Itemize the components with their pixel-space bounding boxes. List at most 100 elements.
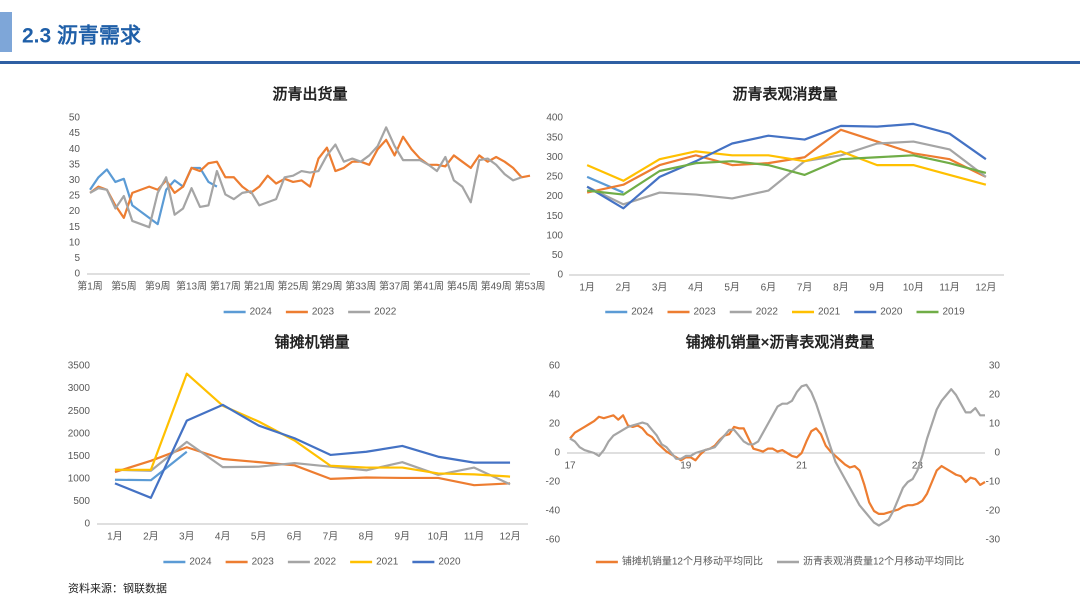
- x-tick-label: 9月: [869, 282, 885, 294]
- y-tick-label: 45: [69, 128, 81, 139]
- legend-label: 2020: [438, 557, 461, 568]
- y-tick-label: 60: [549, 361, 561, 372]
- x-tick-label: 第37周: [379, 280, 410, 293]
- series-line: [114, 446, 511, 487]
- y-tick-label: 0: [554, 448, 560, 459]
- chart-title: 铺摊机销量: [274, 333, 349, 351]
- x-tick-label: 17: [564, 461, 576, 472]
- y-tick-label: -20: [546, 477, 561, 488]
- x-tick-label: 8月: [359, 531, 375, 543]
- x-tick-label: 5月: [724, 282, 740, 294]
- y-tick-label: 1500: [68, 451, 91, 462]
- y2-tick-label: -20: [986, 506, 1001, 517]
- series-line: [569, 414, 986, 515]
- legend-label: 2019: [943, 307, 966, 318]
- legend-label: 沥青表观消费量12个月移动平均同比: [803, 555, 964, 568]
- y-tick-label: -60: [546, 535, 561, 546]
- x-tick-label: 11月: [464, 531, 484, 543]
- source-note: 资料来源：钢联数据: [68, 581, 167, 595]
- x-tick-label: 9月: [395, 531, 411, 543]
- x-tick-label: 12月: [499, 531, 520, 543]
- x-tick-label: 4月: [688, 282, 704, 294]
- x-tick-label: 19: [680, 461, 692, 472]
- series-line: [114, 403, 511, 499]
- legend: 2024 2023 2022 2021 2020: [163, 557, 461, 568]
- y-tick-label: 400: [546, 113, 563, 124]
- x-tick-label: 4月: [215, 531, 231, 543]
- x-tick-label: 第49周: [481, 280, 512, 293]
- y-tick-label: 0: [84, 519, 90, 530]
- legend-label: 2024: [631, 307, 654, 318]
- x-tick-label: 第17周: [210, 280, 241, 293]
- x-tick-label: 8月: [833, 282, 849, 294]
- y-tick-label: 3500: [68, 361, 91, 372]
- series-line: [89, 166, 218, 226]
- legend-label: 铺摊机销量12个月移动平均同比: [622, 555, 763, 568]
- header-mark: [0, 12, 12, 52]
- x-tick-label: 11月: [939, 282, 959, 294]
- y-tick-label: 0: [74, 269, 80, 280]
- y-tick-label: 350: [546, 132, 563, 143]
- x-tick-label: 1月: [107, 531, 123, 543]
- chart-title: 铺摊机销量×沥青表观消费量: [686, 333, 875, 351]
- x-tick-label: 3月: [652, 282, 668, 294]
- y-tick-label: 40: [549, 390, 561, 401]
- y-tick-label: 35: [69, 159, 81, 170]
- legend-label: 2022: [314, 557, 337, 568]
- series-line: [586, 175, 624, 194]
- legend-label: 2021: [818, 307, 841, 318]
- chart-title: 沥青出货量: [272, 85, 347, 103]
- y-tick-label: 50: [69, 113, 81, 124]
- y-tick-label: -40: [546, 506, 561, 517]
- series-line: [89, 126, 522, 229]
- x-tick-label: 第53周: [514, 280, 545, 293]
- legend-label: 2022: [374, 307, 397, 318]
- y2-tick-label: 0: [994, 448, 1000, 459]
- y-tick-label: 100: [546, 230, 563, 241]
- x-tick-label: 第29周: [311, 280, 342, 293]
- y-tick-label: 200: [546, 191, 563, 202]
- legend-label: 2023: [252, 557, 275, 568]
- legend-label: 2020: [880, 307, 903, 318]
- y2-tick-label: 30: [989, 361, 1001, 372]
- y2-tick-label: -10: [986, 477, 1001, 488]
- x-tick-label: 6月: [287, 531, 303, 543]
- y-tick-label: 15: [69, 222, 81, 233]
- x-tick-label: 5月: [251, 531, 267, 543]
- y-tick-label: 1000: [68, 473, 91, 484]
- x-tick-label: 2月: [143, 531, 159, 543]
- series-line: [586, 122, 987, 210]
- y-tick-label: 2500: [68, 406, 91, 417]
- y-tick-label: 20: [69, 206, 81, 217]
- series-line: [586, 128, 987, 194]
- legend-label: 2024: [189, 557, 212, 568]
- legend-label: 2022: [756, 307, 779, 318]
- chart-title: 沥青表观消费量: [732, 85, 837, 103]
- y-tick-label: 3000: [68, 383, 91, 394]
- y-tick-label: 250: [546, 172, 563, 183]
- legend-label: 2023: [694, 307, 717, 318]
- x-tick-label: 21: [796, 461, 808, 472]
- x-tick-label: 第1周: [77, 280, 103, 293]
- series-line: [587, 154, 987, 196]
- x-tick-label: 6月: [761, 282, 777, 294]
- y-tick-label: 40: [69, 144, 81, 155]
- x-tick-label: 7月: [323, 531, 339, 543]
- y2-tick-label: -30: [986, 535, 1001, 546]
- y-tick-label: 10: [69, 237, 81, 248]
- x-tick-label: 12月: [975, 282, 996, 294]
- x-tick-label: 第33周: [345, 280, 376, 293]
- x-tick-label: 第21周: [244, 280, 275, 293]
- y2-tick-label: 10: [989, 419, 1001, 430]
- series-line: [114, 372, 511, 478]
- y-tick-label: 300: [546, 152, 563, 163]
- x-tick-label: 第9周: [145, 280, 171, 293]
- x-tick-label: 第45周: [447, 280, 478, 293]
- y-tick-label: 5: [74, 253, 80, 264]
- series-line: [569, 383, 985, 527]
- y-tick-label: 30: [69, 175, 81, 186]
- y-tick-label: 0: [557, 270, 563, 281]
- y-tick-label: 25: [69, 191, 81, 202]
- legend-label: 2023: [312, 307, 335, 318]
